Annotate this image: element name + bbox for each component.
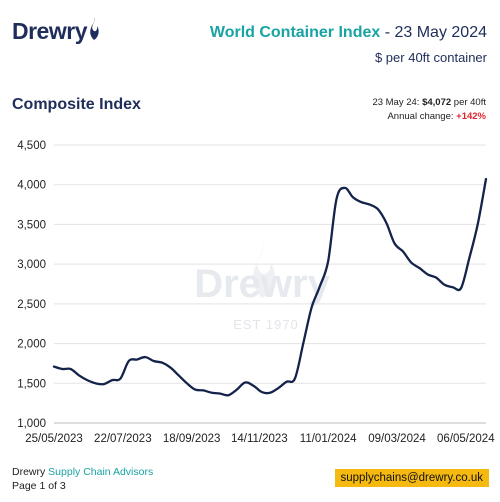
data-point <box>111 379 113 381</box>
data-point <box>460 287 462 289</box>
y-tick-label: 3,000 <box>17 259 46 271</box>
x-tick-label: 09/03/2024 <box>368 433 426 445</box>
data-point <box>244 381 246 384</box>
header-title-date: 23 May 2024 <box>394 24 487 41</box>
data-point <box>144 356 146 358</box>
latest-value-note: 23 May 24: $4,072 per 40ft Annual change… <box>372 96 486 124</box>
note-line-1: 23 May 24: $4,072 per 40ft <box>372 97 486 108</box>
data-point <box>286 381 288 383</box>
data-point <box>427 273 429 276</box>
data-point <box>219 393 221 395</box>
header-subtitle: $ per 40ft container <box>374 50 487 65</box>
data-point <box>402 250 404 252</box>
annual-change: +142% <box>456 111 486 122</box>
data-point <box>418 267 421 269</box>
logo-text: Drewry <box>12 18 87 44</box>
data-point <box>119 377 122 380</box>
data-point <box>161 362 163 364</box>
footer-page: Page 1 of 3 <box>12 480 66 492</box>
data-point <box>352 196 354 198</box>
data-point <box>385 222 387 224</box>
data-point <box>468 257 470 259</box>
data-point <box>269 392 271 394</box>
data-point <box>377 208 379 210</box>
data-point <box>128 360 130 362</box>
data-point <box>236 389 238 391</box>
x-axis: 25/05/2023 22/07/2023 18/09/2023 14/11/2023… <box>25 422 495 445</box>
data-point <box>319 285 321 287</box>
data-point <box>261 391 263 393</box>
y-tick-label: 2,000 <box>17 339 46 351</box>
x-tick-label: 11/01/2024 <box>300 433 357 445</box>
data-point <box>310 307 313 309</box>
y-tick-label: 4,500 <box>17 140 46 152</box>
data-point <box>103 383 105 385</box>
header-title-dash: - <box>380 24 395 41</box>
data-point <box>294 377 296 380</box>
data-point <box>443 284 446 286</box>
data-point <box>227 394 230 396</box>
drewry-logo: Drewry <box>12 17 100 45</box>
data-point <box>277 387 279 389</box>
data-point <box>360 201 362 203</box>
data-point <box>477 223 479 225</box>
data-point <box>327 260 329 262</box>
data-point <box>53 366 55 368</box>
data-point <box>78 374 80 376</box>
data-point <box>452 286 454 288</box>
section-title: Composite Index <box>12 96 141 113</box>
data-point <box>485 178 487 180</box>
data-point <box>153 360 155 362</box>
data-point <box>435 277 437 279</box>
data-point <box>302 343 304 345</box>
data-point <box>211 392 213 394</box>
note-line-2: Annual change: +142% <box>387 111 486 122</box>
data-point <box>335 198 338 200</box>
x-tick-label: 22/07/2023 <box>94 433 152 445</box>
footer-division: Supply Chain Advisors <box>45 466 154 478</box>
watermark-sub: EST 1970 <box>233 317 299 332</box>
data-point <box>61 368 63 370</box>
footer-company: Drewry Supply Chain Advisors <box>12 466 154 478</box>
data-point <box>169 366 171 368</box>
header-title: World Container Index - 23 May 2024 <box>210 24 487 42</box>
data-point <box>394 242 396 245</box>
x-tick-label: 18/09/2023 <box>163 433 221 445</box>
x-tick-label: 06/05/2024 <box>437 433 495 445</box>
data-point <box>202 389 205 391</box>
y-tick-label: 1,000 <box>17 418 46 430</box>
header-title-main: World Container Index <box>209 24 381 41</box>
email-link[interactable]: supplychains@drewry.co.uk <box>334 469 489 487</box>
watermark: Drewry EST 1970 <box>194 236 331 332</box>
data-point <box>344 187 346 189</box>
flame-icon <box>90 17 99 40</box>
series <box>52 177 488 397</box>
data-point <box>369 204 371 206</box>
data-point <box>252 385 254 387</box>
data-point <box>186 382 188 384</box>
data-point <box>194 389 196 391</box>
y-tick-label: 1,500 <box>17 378 46 390</box>
y-tick-label: 4,000 <box>17 180 46 192</box>
data-point <box>136 358 138 361</box>
y-axis: 1,000 1,500 2,000 2,500 3,000 3,500 4,000 4,500 <box>17 140 46 430</box>
latest-value: $4,072 <box>422 97 452 108</box>
x-tick-label: 25/05/2023 <box>25 433 83 445</box>
data-point <box>178 374 180 376</box>
y-tick-label: 2,500 <box>17 299 46 311</box>
data-point <box>94 382 97 384</box>
data-point <box>86 379 88 381</box>
y-tick-label: 3,500 <box>17 219 46 231</box>
data-point <box>410 262 412 264</box>
data-point <box>70 368 72 370</box>
watermark-flame <box>252 236 275 298</box>
x-tick-label: 14/11/2023 <box>231 433 288 445</box>
watermark-text: Drewry <box>194 262 330 306</box>
